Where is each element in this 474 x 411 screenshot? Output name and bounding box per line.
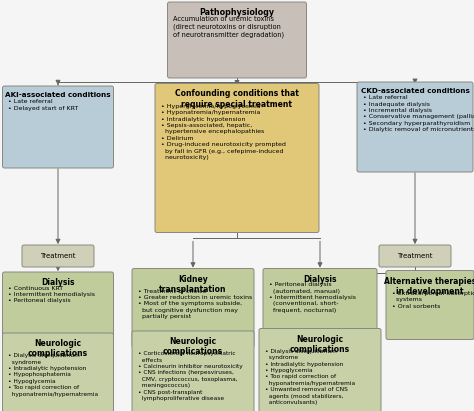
Text: Treatment: Treatment bbox=[397, 253, 433, 259]
Text: Treatment: Treatment bbox=[40, 253, 76, 259]
Text: Accumulation of uremic toxins
(direct neurotoxins or disruption
of neurotransmit: Accumulation of uremic toxins (direct ne… bbox=[173, 16, 284, 39]
Text: • Corticosteroid neuropsychiatric
  effects
• Calcineurin inhibitor neurotoxicit: • Corticosteroid neuropsychiatric effect… bbox=[138, 351, 243, 401]
Text: • Peritoneal dialysis
  (automated, manual)
• Intermittent hemodialysis
  (conve: • Peritoneal dialysis (automated, manual… bbox=[269, 282, 356, 313]
Text: • Late referral
• Inadequate dialysis
• Incremental dialysis
• Conservative mana: • Late referral • Inadequate dialysis • … bbox=[363, 95, 474, 132]
FancyBboxPatch shape bbox=[167, 2, 307, 78]
FancyBboxPatch shape bbox=[2, 333, 113, 411]
Text: • Dialysis disequilibrium
  syndrome
• Intradialytic hypotension
• Hypoglycemia
: • Dialysis disequilibrium syndrome • Int… bbox=[265, 349, 355, 405]
FancyBboxPatch shape bbox=[263, 268, 377, 347]
Text: Kidney
transplantation: Kidney transplantation bbox=[159, 275, 227, 294]
Text: Dialysis: Dialysis bbox=[303, 275, 337, 284]
FancyBboxPatch shape bbox=[2, 86, 113, 168]
FancyBboxPatch shape bbox=[22, 245, 94, 267]
Text: • Dialysis disequilibrium
  syndrome
• Intradialytic hypotension
• Hypophosphate: • Dialysis disequilibrium syndrome • Int… bbox=[9, 353, 99, 397]
Text: • Late referral
• Delayed start of KRT: • Late referral • Delayed start of KRT bbox=[9, 99, 79, 111]
Text: • Extracorporeal adsorption
  systems
• Oral sorbents: • Extracorporeal adsorption systems • Or… bbox=[392, 291, 474, 309]
FancyBboxPatch shape bbox=[2, 272, 113, 338]
Text: Neurologic
complications: Neurologic complications bbox=[290, 335, 350, 354]
FancyBboxPatch shape bbox=[132, 268, 254, 347]
Text: • Hyperglycemia/hypoglycemia
• Hyponatremia/hypernatremia
• Intradialytic hypote: • Hyperglycemia/hypoglycemia • Hyponatre… bbox=[161, 104, 286, 160]
Text: Dialysis: Dialysis bbox=[41, 278, 75, 287]
Text: Neurologic
complications: Neurologic complications bbox=[28, 339, 88, 358]
FancyBboxPatch shape bbox=[132, 331, 254, 411]
FancyBboxPatch shape bbox=[259, 328, 381, 411]
Text: CKD-associated conditions: CKD-associated conditions bbox=[361, 88, 469, 94]
FancyBboxPatch shape bbox=[357, 82, 473, 172]
Text: Pathophysiology: Pathophysiology bbox=[200, 8, 274, 17]
FancyBboxPatch shape bbox=[379, 245, 451, 267]
Text: Neurologic
complications: Neurologic complications bbox=[163, 337, 223, 356]
Text: • Treatment of choice
• Greater reduction in uremic toxins
• Most of the symptom: • Treatment of choice • Greater reductio… bbox=[138, 289, 252, 319]
Text: Alternative therapies
in development: Alternative therapies in development bbox=[384, 277, 474, 296]
Text: Confounding conditions that
require special treatment: Confounding conditions that require spec… bbox=[175, 90, 299, 109]
FancyBboxPatch shape bbox=[386, 270, 474, 339]
Text: • Continuous KRT
• Intermittent hemodialysis
• Peritoneal dialysis: • Continuous KRT • Intermittent hemodial… bbox=[9, 286, 95, 303]
Text: AKI-associated conditions: AKI-associated conditions bbox=[5, 92, 111, 98]
FancyBboxPatch shape bbox=[155, 83, 319, 233]
